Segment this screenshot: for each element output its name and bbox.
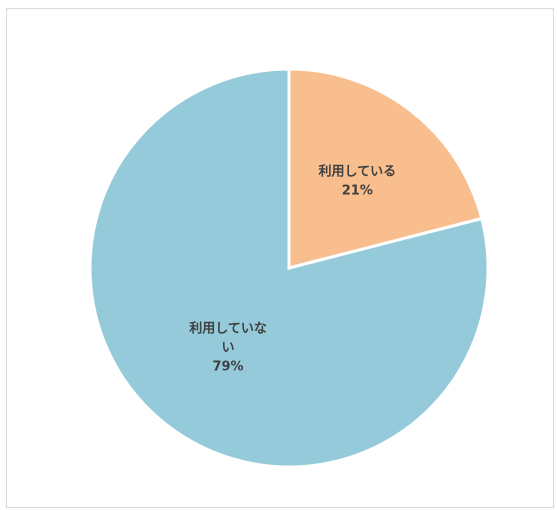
data-label-2-line-3: 79% xyxy=(212,360,243,375)
data-label-1-line-1: 利用している xyxy=(318,163,396,179)
data-label-1-line-2: 21% xyxy=(342,183,373,198)
data-label-1: 利用している 21% xyxy=(318,163,396,198)
data-label-2-line-2: い xyxy=(222,341,235,356)
chart-frame: 利用している 21% 利用していない 79% xyxy=(6,8,554,508)
pie-chart: 利用している 21% 利用していない 79% xyxy=(88,67,490,469)
pie-slice-1 xyxy=(287,67,484,270)
pie-slice-2 xyxy=(88,67,490,469)
data-label-2-line-1: 利用していな xyxy=(189,321,267,337)
pie-slices xyxy=(88,67,490,469)
data-label-2: 利用していない 79% xyxy=(189,321,267,375)
pie-labels: 利用している 21% 利用していない 79% xyxy=(189,163,396,374)
